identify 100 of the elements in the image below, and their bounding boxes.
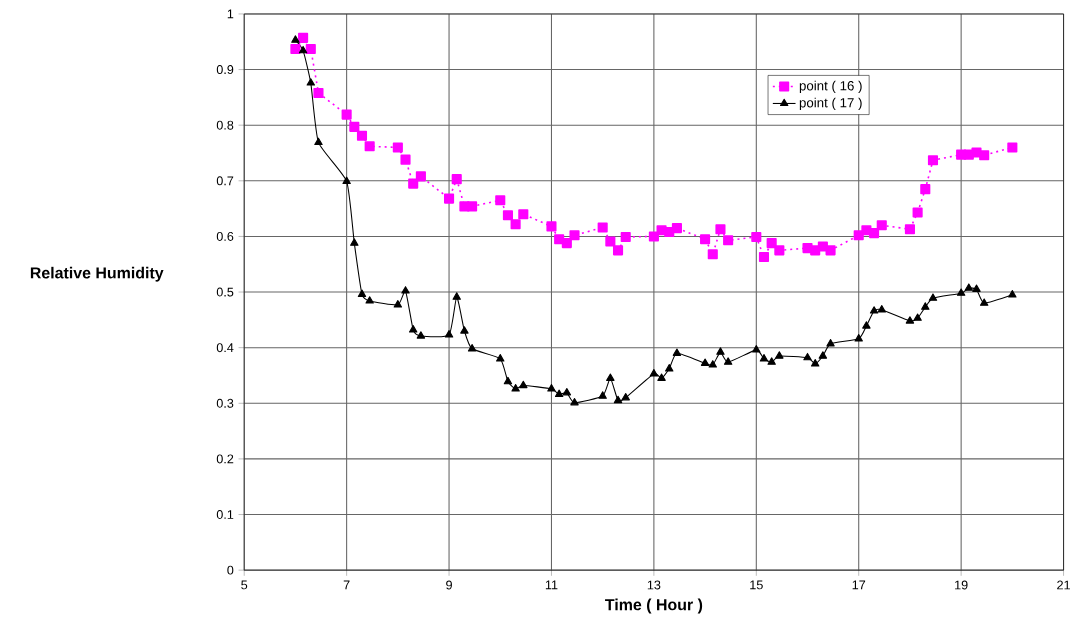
y-tick-label: 0.2 [216,454,234,464]
y-tick-label: 0.9 [216,65,234,75]
point [612,245,624,256]
point [620,231,631,243]
point [707,249,718,260]
y-tick-label: 0.7 [216,176,234,186]
point [928,293,938,301]
point [401,286,410,294]
point [314,137,323,146]
point [825,245,836,256]
point [657,373,666,381]
point [972,284,981,292]
point [758,252,770,263]
point [495,195,506,206]
point [451,174,462,185]
point [291,35,300,43]
point [562,387,572,396]
y-tick-label: 0.6 [216,232,234,241]
point [519,380,528,389]
x-tick-label: 15 [750,580,763,590]
point [672,348,682,356]
point [467,201,478,212]
point [904,224,915,235]
point [979,298,989,306]
point [570,398,579,406]
point [1007,142,1018,153]
point [298,32,309,43]
point [1008,290,1017,298]
point [927,155,939,166]
point [671,223,682,234]
point [715,224,726,235]
point [392,142,403,153]
y-tick-label: 0 [227,565,234,575]
point [964,283,974,291]
point [767,357,776,365]
y-tick-label: 0.8 [216,120,234,130]
point [665,364,674,372]
point [598,391,607,399]
point [357,289,367,297]
point [341,109,352,120]
point [649,369,659,377]
point [356,130,368,141]
point [723,235,734,246]
y-tick-label: 1 [227,9,234,19]
point [415,171,426,182]
point [621,392,630,401]
point [416,331,426,339]
point [393,300,403,308]
point [723,357,733,365]
point [869,228,880,239]
point [561,238,572,249]
point [774,245,785,256]
point [605,236,616,247]
point [511,384,520,392]
point [766,238,777,249]
point [905,316,915,324]
point [306,78,315,86]
point [467,344,477,352]
x-tick-label: 7 [343,580,350,590]
point [554,389,564,398]
y-tick-label: 0.5 [216,287,234,297]
point [349,121,360,132]
point [803,352,812,361]
point [496,354,505,362]
point [979,150,990,161]
legend-label: point ( 17 ) [799,97,862,111]
x-tick-label: 21 [1057,580,1070,590]
legend-label: point ( 16 ) [799,80,862,94]
point [518,209,529,220]
point [700,358,710,366]
point [921,302,930,310]
point [956,288,966,296]
point [597,222,608,233]
y-axis-title: Relative Humidity [30,266,164,282]
point [547,384,556,392]
point [503,376,513,385]
x-tick-label: 11 [545,580,558,590]
x-tick-label: 19 [955,580,968,590]
point [444,330,454,338]
x-tick-label: 17 [852,580,866,590]
point [920,184,931,195]
point [452,292,461,300]
point [818,351,828,359]
point [342,176,351,185]
x-tick-label: 9 [446,580,452,590]
point [751,231,762,243]
point [876,220,887,231]
point [546,221,557,232]
point [364,141,375,152]
point [408,325,418,333]
point [569,230,580,241]
point [648,231,659,242]
y-tick-label: 0.3 [216,398,234,408]
point [826,339,835,347]
x-tick-label: 5 [241,580,248,590]
point [752,345,761,353]
point [708,360,717,368]
point [877,305,886,313]
point [298,45,308,54]
point [716,347,725,355]
